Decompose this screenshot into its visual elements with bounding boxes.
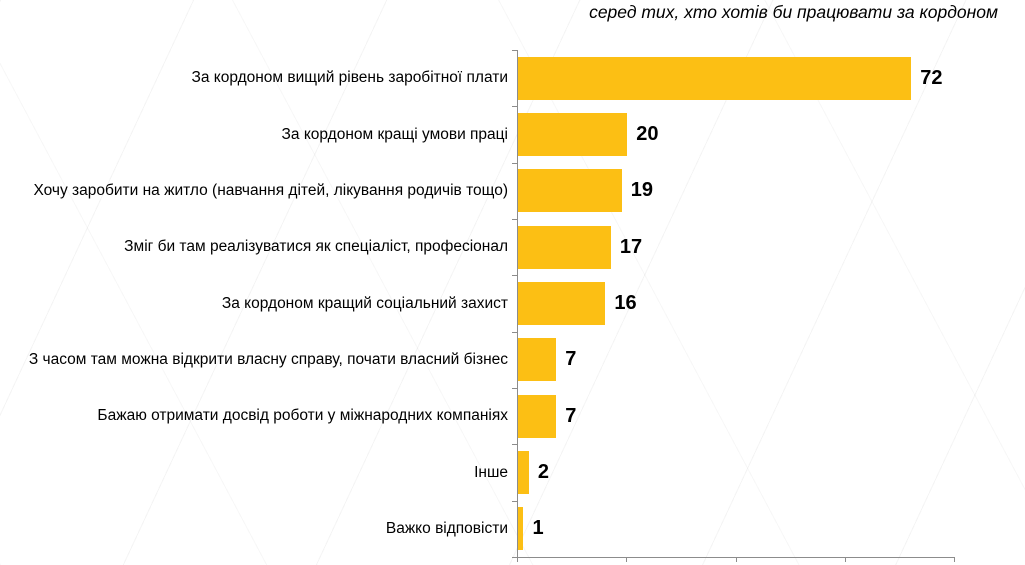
bar — [518, 281, 606, 325]
y-axis-tick — [512, 275, 517, 277]
y-axis-tick — [512, 557, 517, 558]
bar — [518, 507, 524, 551]
bar-row: З часом там можна відкрити власну справу… — [0, 332, 1025, 388]
x-axis-tick — [844, 557, 846, 562]
category-label: Зміг би там реалізуватися як спеціаліст,… — [124, 238, 508, 256]
value-label: 1 — [532, 517, 544, 540]
y-axis-tick — [512, 331, 517, 333]
y-axis-line — [517, 50, 518, 557]
value-label: 72 — [920, 66, 943, 89]
category-label: Інше — [474, 463, 508, 481]
bar-row: Бажаю отримати досвід роботи у міжнародн… — [0, 388, 1025, 444]
category-label: Хочу заробити на житло (навчання дітей, … — [33, 181, 508, 199]
x-axis-tick — [626, 557, 628, 562]
chart-title: серед тих, хто хотів би працювати за кор… — [589, 2, 998, 22]
bar-row: Важко відповісти 1 — [0, 501, 1025, 557]
x-axis-tick — [517, 557, 518, 562]
bar — [518, 225, 611, 269]
y-axis-tick — [512, 388, 517, 389]
x-axis-tick — [735, 557, 737, 562]
y-axis-tick — [512, 106, 517, 108]
bar — [518, 56, 912, 100]
bar-row: За кордоном кращий соціальний захист 16 — [0, 275, 1025, 331]
value-label: 7 — [565, 348, 577, 371]
x-axis-tick — [954, 557, 955, 562]
category-label: Бажаю отримати досвід роботи у міжнародн… — [97, 407, 508, 425]
bar-row: За кордоном кращі умови праці 20 — [0, 106, 1025, 162]
bar — [518, 450, 529, 494]
bar-row: Інше 2 — [0, 444, 1025, 500]
value-label: 20 — [636, 122, 659, 145]
y-axis-tick — [512, 219, 517, 220]
value-label: 19 — [630, 179, 654, 202]
bar-chart: За кордоном вищий рівень заробітної плат… — [0, 50, 1025, 557]
y-axis-tick — [512, 444, 517, 446]
value-label: 7 — [565, 404, 577, 427]
value-label: 17 — [619, 235, 643, 258]
bar — [518, 169, 622, 213]
bar-row: Зміг би там реалізуватися як спеціаліст,… — [0, 219, 1025, 275]
bar — [518, 338, 557, 382]
value-label: 2 — [537, 460, 550, 483]
value-label: 16 — [614, 291, 637, 314]
bar — [518, 394, 557, 438]
category-label: За кордоном кращі умови праці — [281, 125, 508, 143]
category-label: З часом там можна відкрити власну справу… — [28, 350, 508, 368]
category-label: За кордоном вищий рівень заробітної плат… — [191, 69, 508, 87]
y-axis-tick — [512, 500, 517, 502]
bar-row: Хочу заробити на житло (навчання дітей, … — [0, 163, 1025, 219]
y-axis-tick — [512, 50, 517, 51]
category-label: Важко відповісти — [385, 519, 508, 537]
y-axis-tick — [512, 162, 517, 164]
category-label: За кордоном кращий соціальний захист — [221, 294, 508, 312]
bar — [518, 112, 628, 156]
bar-row: За кордоном вищий рівень заробітної плат… — [0, 50, 1025, 106]
